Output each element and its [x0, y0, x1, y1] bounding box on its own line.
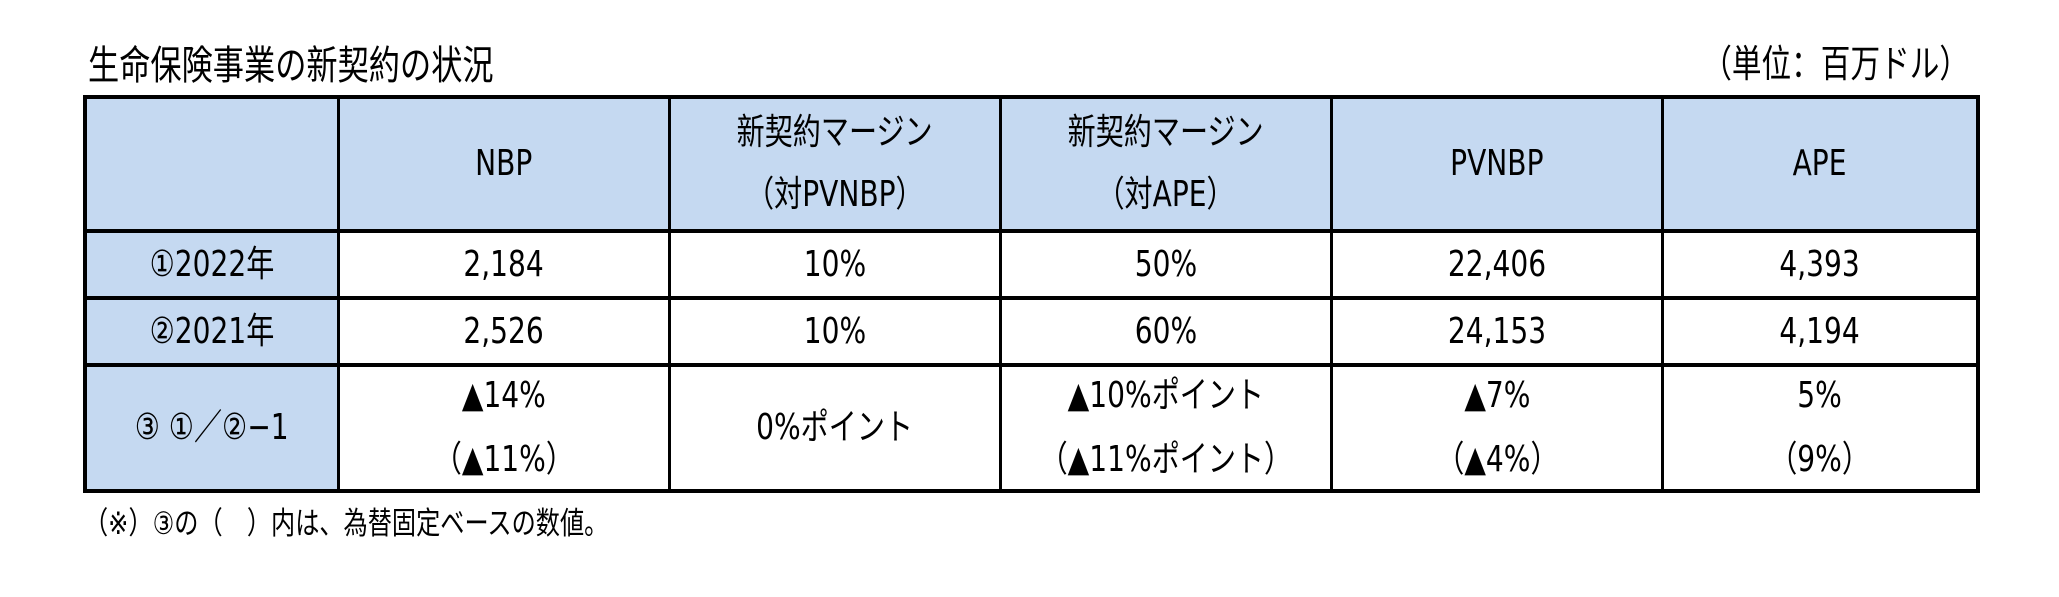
cell-margin-ape: 60%	[1002, 300, 1333, 363]
header-cell-ape: APE	[1664, 99, 1976, 229]
header-label: 新契約マージン	[737, 112, 933, 153]
table-title: 生命保険事業の新契約の状況	[88, 43, 494, 89]
fx-constant-value: （▲11%ポイント）	[1039, 439, 1293, 480]
header-cell-blank	[87, 99, 340, 229]
cell-ape: 5% （9%）	[1664, 367, 1976, 489]
cell-ape: 4,194	[1779, 310, 1861, 352]
cell-pvnbp: ▲7% （▲4%）	[1333, 367, 1664, 489]
row-label: ①2022年	[87, 233, 340, 296]
header-label: 新契約マージン	[1068, 112, 1264, 153]
cell-nbp: ▲14% （▲11%）	[340, 367, 671, 489]
header-label: PVNBP	[1450, 143, 1544, 184]
table-row-2021: ②2021年 2,526 10% 60% 24,153 4,194	[87, 300, 1976, 367]
footnote: （※）③の（ ）内は、為替固定ベースの数値。	[84, 506, 609, 542]
cell-margin-ape: ▲10%ポイント （▲11%ポイント）	[1002, 367, 1333, 489]
fx-constant-value: （▲11%）	[433, 439, 575, 480]
row-label: ③ ①／②−1	[87, 367, 340, 489]
cell-nbp: 2,184	[340, 233, 671, 296]
header-sublabel: （対APE）	[1096, 174, 1236, 215]
header-cell-nbp: NBP	[340, 99, 671, 229]
table-row-change: ③ ①／②−1 ▲14% （▲11%） 0%ポイント ▲10%ポイント （▲11…	[87, 367, 1976, 489]
header-cell-margin-ape: 新契約マージン （対APE）	[1002, 99, 1333, 229]
header-row: NBP 新契約マージン （対PVNBP） 新契約マージン （対APE） PVNB…	[87, 99, 1976, 233]
fx-constant-value: （9%）	[1769, 439, 1871, 480]
cell-pvnbp: 22,406	[1333, 233, 1664, 296]
row-label: ②2021年	[87, 300, 340, 363]
cell-pvnbp: 24,153	[1333, 300, 1664, 363]
table-row-2022: ①2022年 2,184 10% 50% 22,406 4,393	[87, 233, 1976, 300]
cell-margin-pvnbp: 10%	[671, 233, 1002, 296]
header-sublabel: （対PVNBP）	[746, 174, 924, 215]
fx-constant-value: （▲4%）	[1435, 439, 1559, 480]
unit-label: （単位：百万ドル）	[1702, 42, 1969, 86]
header-cell-pvnbp: PVNBP	[1333, 99, 1664, 229]
cell-ape: 4,393	[1779, 243, 1861, 285]
cell-margin-ape: 50%	[1002, 233, 1333, 296]
new-business-table: NBP 新契約マージン （対PVNBP） 新契約マージン （対APE） PVNB…	[83, 95, 1980, 493]
header-label: NBP	[475, 143, 533, 184]
cell-nbp: 2,526	[340, 300, 671, 363]
header-cell-margin-pvnbp: 新契約マージン （対PVNBP）	[671, 99, 1002, 229]
cell-margin-pvnbp: 0%ポイント	[671, 367, 1002, 489]
cell-margin-pvnbp: 10%	[671, 300, 1002, 363]
header-label: APE	[1793, 143, 1847, 184]
